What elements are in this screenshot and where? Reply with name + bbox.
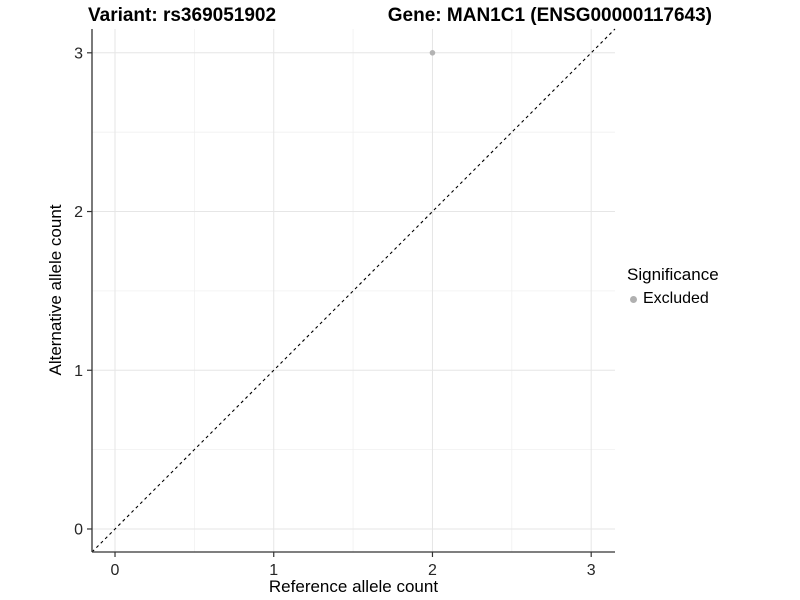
y-tick-label: 3: [74, 45, 83, 62]
legend-item-label: Excluded: [643, 290, 709, 307]
plot-title: Variant: rs369051902 Gene: MAN1C1 (ENSG0…: [88, 5, 712, 27]
y-tick-label: 0: [74, 521, 83, 538]
legend: Significance Excluded: [627, 265, 719, 308]
x-tick-label: 2: [428, 562, 437, 579]
y-tick-label: 1: [74, 363, 83, 380]
legend-point-icon: [630, 295, 637, 303]
y-tick-label: 2: [74, 204, 83, 221]
title-variant: Variant: rs369051902: [88, 5, 277, 26]
title-gene: Gene: MAN1C1 (ENSG00000117643): [387, 5, 712, 26]
x-tick-label: 1: [269, 562, 278, 579]
x-tick-label: 3: [587, 562, 596, 579]
x-axis-label: Reference allele count: [268, 577, 439, 596]
x-tick-label: 0: [111, 562, 120, 579]
y-axis-label: Alternative allele count: [46, 204, 65, 376]
legend-item-excluded: Excluded: [627, 290, 719, 308]
data-point: [429, 50, 436, 56]
legend-title: Significance: [627, 265, 719, 284]
identity-line: [91, 28, 616, 553]
